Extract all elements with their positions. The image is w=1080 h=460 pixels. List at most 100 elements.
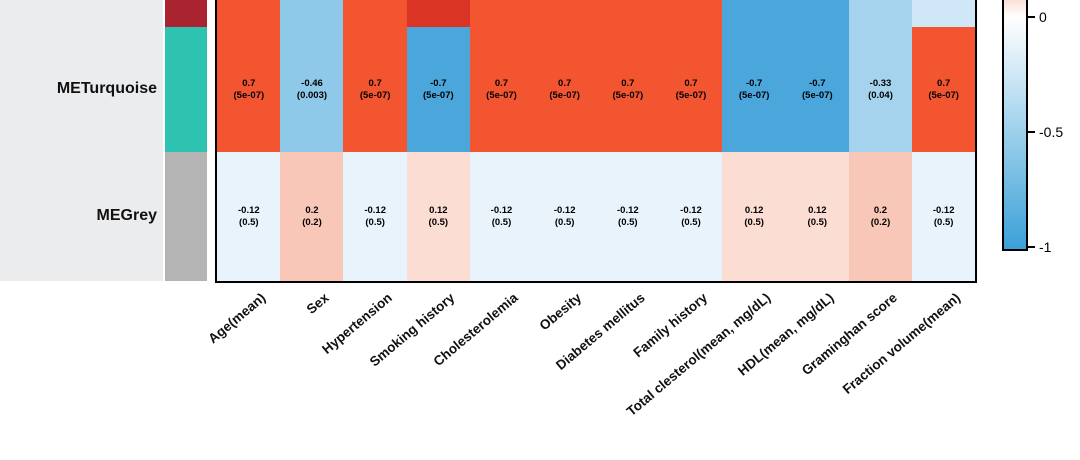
- colorbar-tick-label: -0.5: [1039, 124, 1064, 140]
- heatmap-cell: -0.12 (0.5): [217, 152, 281, 281]
- cell-value: -0.12: [490, 205, 513, 216]
- cell-value: 0.7: [494, 78, 509, 89]
- colorbar-tick: [1028, 131, 1035, 133]
- module-strip-segment-turquoise: [165, 27, 207, 152]
- heatmap-cell-partial: [280, 0, 344, 27]
- cell-pvalue: (5e-07): [359, 89, 391, 101]
- cell-value: -0.12: [553, 205, 576, 216]
- heatmap-cell: 0.2 (0.2): [848, 152, 913, 281]
- x-axis-label: Hypertension: [318, 290, 395, 357]
- colorbar: 0 -0.5 -1: [1002, 0, 1080, 262]
- cell-value: -0.12: [680, 205, 702, 216]
- cell-value: -0.7: [745, 78, 763, 89]
- cell-pvalue: (0.5): [491, 216, 512, 228]
- heatmap-cell: 0.7 (5e-07): [217, 27, 281, 152]
- heatmap-cell: 0.12 (0.5): [785, 152, 850, 281]
- cell-value: -0.7: [809, 78, 826, 89]
- cell-value: -0.33: [869, 78, 892, 89]
- colorbar-tick: [1028, 16, 1035, 18]
- heatmap-cell: -0.12 (0.5): [659, 152, 723, 281]
- cell-value: 0.7: [242, 78, 256, 89]
- x-axis-label: HDL(mean, mg/dL): [735, 290, 837, 379]
- cell-value: 0.7: [684, 78, 698, 89]
- cell-value: -0.12: [617, 205, 639, 216]
- cell-value: 0.7: [368, 78, 382, 89]
- heatmap-cell: 0.12 (0.5): [722, 152, 786, 281]
- heatmap-cell-partial: [596, 0, 660, 27]
- heatmap-cell-partial: [722, 0, 786, 27]
- cell-pvalue: (5e-07): [612, 89, 644, 101]
- cell-value: 0.7: [937, 78, 951, 89]
- cell-value: -0.12: [932, 205, 955, 216]
- heatmap-cell: -0.46 (0.003): [280, 27, 344, 152]
- heatmap-cell: -0.12 (0.5): [343, 152, 407, 281]
- x-axis-label: Family history: [630, 290, 711, 361]
- cell-pvalue: (0.003): [296, 89, 328, 101]
- heatmap-cell-partial: [343, 0, 407, 27]
- heatmap-cell: -0.7 (5e-07): [406, 27, 471, 152]
- cell-pvalue: (5e-07): [738, 89, 770, 101]
- cell-pvalue: (5e-07): [928, 89, 959, 101]
- heatmap-cell-partial: [911, 0, 976, 27]
- heatmap-grid: 0.7 (5e-07) -0.46 (0.003) 0.7 (5e-07) -0.7 (5e-…: [215, 0, 977, 283]
- colorbar-tick-label: -1: [1039, 239, 1052, 255]
- cell-value: 0.12: [429, 205, 448, 216]
- cell-pvalue: (0.5): [618, 216, 638, 228]
- colorbar-tick-label: 0: [1039, 9, 1047, 25]
- colorbar-gradient: [1002, 0, 1028, 251]
- cell-pvalue: (0.5): [681, 216, 701, 228]
- cell-pvalue: (5e-07): [802, 89, 833, 101]
- x-axis-label: Graminghan score: [798, 290, 900, 379]
- heatmap-cell: -0.33 (0.04): [848, 27, 913, 152]
- cell-value: 0.12: [808, 205, 827, 216]
- cell-pvalue: (0.5): [365, 216, 385, 228]
- cell-pvalue: (5e-07): [486, 89, 517, 101]
- heatmap-cell: 0.2 (0.2): [280, 152, 344, 281]
- x-axis-label: Smoking history: [367, 290, 458, 370]
- colorbar-tick: [1028, 246, 1035, 248]
- cell-pvalue: (0.5): [744, 216, 764, 228]
- heatmap-cell: -0.7 (5e-07): [785, 27, 850, 152]
- row-label-panel: METurquoise MEGrey: [0, 0, 163, 281]
- heatmap-cell: 0.7 (5e-07): [532, 27, 597, 152]
- x-axis-label: Cholesterolemia: [430, 290, 521, 370]
- heatmap-cell-partial: [406, 0, 471, 27]
- cell-value: -0.12: [238, 205, 260, 216]
- x-axis-label: Diabetes mellitus: [552, 290, 648, 373]
- x-axis-label: Total clesterol(mean, mg/dL): [623, 290, 774, 419]
- module-color-strip: [165, 0, 207, 281]
- cell-pvalue: (0.5): [428, 216, 449, 228]
- heatmap-cell: 0.7 (5e-07): [469, 27, 534, 152]
- heatmap-cell: -0.7 (5e-07): [722, 27, 786, 152]
- heatmap-cell-partial: [659, 0, 723, 27]
- cell-pvalue: (0.5): [933, 216, 954, 228]
- heatmap-cell: -0.12 (0.5): [911, 152, 976, 281]
- cell-pvalue: (0.04): [868, 89, 893, 101]
- cell-pvalue: (0.5): [554, 216, 575, 228]
- heatmap-cell: 0.7 (5e-07): [911, 27, 976, 152]
- heatmap-cell-partial: [848, 0, 913, 27]
- module-strip-segment-grey: [165, 152, 207, 281]
- cell-value: 0.2: [305, 205, 319, 216]
- cell-pvalue: (0.2): [870, 216, 891, 228]
- heatmap-cell-partial: [532, 0, 597, 27]
- cell-value: -0.46: [301, 78, 323, 89]
- x-axis-label: Age(mean): [205, 290, 269, 347]
- cell-pvalue: (5e-07): [675, 89, 707, 101]
- cell-pvalue: (5e-07): [233, 89, 265, 101]
- heatmap-cell: -0.12 (0.5): [469, 152, 534, 281]
- heatmap-cell: 0.7 (5e-07): [659, 27, 723, 152]
- heatmap-cell: 0.7 (5e-07): [596, 27, 660, 152]
- x-axis-label: Sex: [303, 290, 332, 317]
- row-label-meturquoise: METurquoise: [56, 80, 157, 97]
- cell-pvalue: (0.2): [302, 216, 322, 228]
- heatmap-cell-partial: [217, 0, 281, 27]
- cell-pvalue: (0.5): [239, 216, 259, 228]
- heatmap-cell: -0.12 (0.5): [532, 152, 597, 281]
- x-axis-label: Fraction volume(mean): [839, 290, 964, 397]
- heatmap-cell: 0.7 (5e-07): [343, 27, 407, 152]
- heatmap-cell-partial: [785, 0, 850, 27]
- heatmap-cell-partial: [469, 0, 534, 27]
- cell-value: 0.7: [621, 78, 635, 89]
